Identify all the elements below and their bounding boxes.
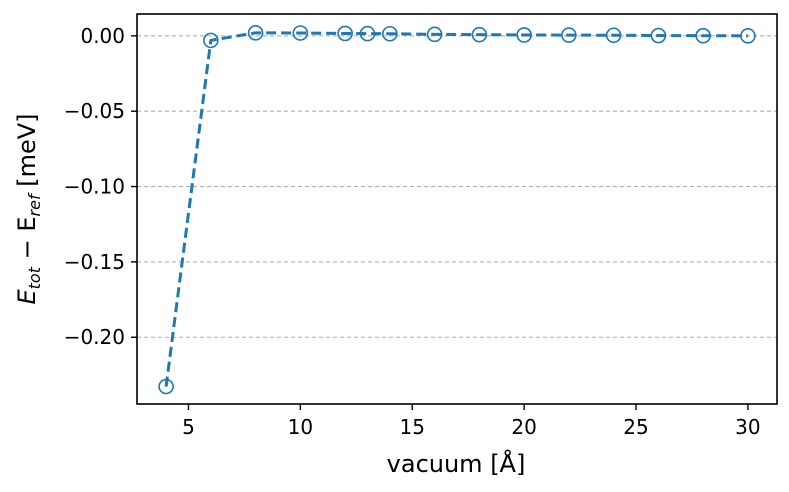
y-axis-label-subscript-1: tot [25,266,44,289]
y-axis-label: Etot − Eref [meV] [13,113,44,304]
data-point [158,378,174,395]
y-tick-label: −0.10 [64,175,125,199]
y-axis-label-unit: [meV] [13,113,41,194]
data-point [471,26,488,43]
y-axis-ticks: 0.00 −0.05 −0.10 −0.15 −0.20 [64,24,137,349]
y-tick-label: −0.20 [64,325,125,349]
y-tick-label: −0.15 [64,250,125,274]
y-tick-label: 0.00 [80,24,125,48]
data-point [203,32,219,49]
x-tick-label: 20 [511,415,536,439]
x-tick-label: 10 [288,415,313,439]
x-axis-label: vacuum [Å] [387,449,526,478]
data-point [426,26,443,43]
data-point [561,27,577,43]
plot-frame [136,13,778,405]
x-axis-ticks: 5 10 15 20 25 30 [182,404,761,439]
data-point [605,27,622,44]
series-line [164,31,748,387]
data-point [695,27,711,44]
y-tick-label: −0.05 [64,99,125,123]
series-layer [158,25,756,395]
x-tick-label: 15 [400,415,425,439]
x-tick-label: 30 [735,415,760,439]
data-point [650,27,667,44]
data-point [359,25,376,42]
data-point [247,25,264,41]
data-point [740,28,756,44]
data-point [337,25,353,42]
data-point [516,27,532,43]
data-point [292,25,309,41]
data-point [382,25,398,42]
y-axis-label-minus: − E [13,216,41,267]
x-tick-label: 25 [623,415,648,439]
y-axis-label-symbol: E [13,289,41,305]
y-axis-label-subscript-2: ref [25,192,44,216]
x-tick-label: 5 [182,415,195,439]
